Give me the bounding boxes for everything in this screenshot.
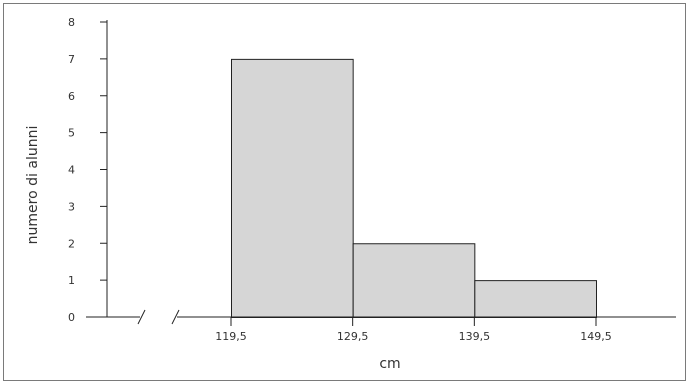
y-tick-label: 0 [68, 311, 75, 324]
x-tick-label: 129,5 [337, 330, 369, 343]
bars-group [231, 58, 598, 318]
y-axis-title: numero di alunni [25, 126, 41, 245]
histogram-bar-2 [352, 243, 476, 318]
histogram-bar-3 [474, 280, 598, 318]
x-axis-title: cm [379, 356, 400, 372]
x-axis-break-mark-1 [137, 309, 146, 325]
y-tick-label: 4 [68, 164, 75, 177]
x-ticks-group: 119,5 129,5 139,5 149,5 [215, 317, 612, 343]
y-tick-label: 3 [68, 200, 75, 213]
y-tick-label: 8 [68, 16, 75, 29]
x-axis-break-mark-2 [171, 309, 180, 325]
x-tick-label: 149,5 [580, 330, 612, 343]
y-ticks-group: 0 1 2 3 4 5 6 7 8 [68, 16, 107, 324]
y-tick-label: 1 [68, 274, 75, 287]
y-tick-label: 7 [68, 53, 75, 66]
y-tick-label: 2 [68, 237, 75, 250]
y-tick-label: 6 [68, 90, 75, 103]
axes-group [86, 20, 676, 325]
chart-frame [3, 3, 686, 381]
x-tick-label: 139,5 [459, 330, 491, 343]
y-tick-label: 5 [68, 127, 75, 140]
x-tick-label: 119,5 [215, 330, 247, 343]
histogram-bar-1 [231, 58, 354, 318]
